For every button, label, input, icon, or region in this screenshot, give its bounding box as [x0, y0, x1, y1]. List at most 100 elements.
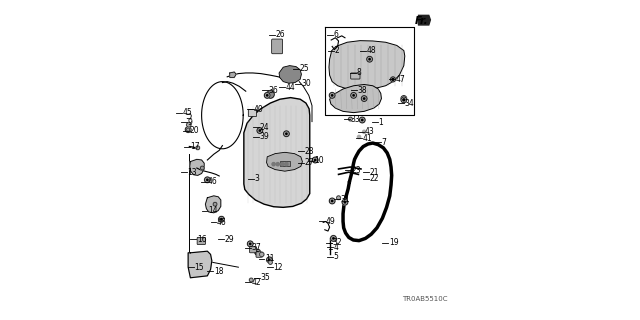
Polygon shape	[330, 84, 381, 113]
Text: 43: 43	[364, 127, 374, 136]
Circle shape	[342, 199, 348, 205]
Text: 19: 19	[388, 238, 399, 247]
Text: Fr.: Fr.	[415, 16, 428, 26]
Circle shape	[248, 241, 253, 247]
Bar	[280, 161, 291, 166]
Polygon shape	[244, 98, 310, 207]
Circle shape	[357, 135, 361, 139]
Circle shape	[353, 95, 355, 96]
Circle shape	[213, 202, 217, 206]
Circle shape	[392, 78, 394, 80]
Circle shape	[285, 133, 287, 134]
Circle shape	[269, 259, 270, 260]
Text: 28: 28	[305, 147, 314, 156]
Text: 13: 13	[187, 168, 197, 177]
Text: 45: 45	[182, 108, 192, 117]
Text: 46: 46	[217, 218, 227, 227]
Circle shape	[260, 252, 264, 257]
Text: 9: 9	[187, 118, 192, 127]
Circle shape	[364, 98, 365, 99]
Circle shape	[360, 117, 365, 123]
Text: 24: 24	[260, 123, 269, 132]
Text: 1: 1	[378, 118, 383, 127]
Circle shape	[344, 202, 346, 203]
Circle shape	[315, 159, 316, 161]
Text: 12: 12	[274, 263, 283, 272]
Text: 5: 5	[333, 252, 339, 261]
Circle shape	[348, 117, 352, 121]
Text: 25: 25	[300, 64, 309, 73]
Polygon shape	[188, 251, 212, 278]
Circle shape	[188, 129, 189, 130]
Circle shape	[390, 77, 396, 82]
Text: 11: 11	[265, 254, 275, 263]
Circle shape	[330, 92, 335, 98]
Circle shape	[196, 146, 200, 150]
Text: 21: 21	[370, 168, 379, 177]
Circle shape	[221, 219, 222, 220]
Polygon shape	[230, 72, 236, 77]
Circle shape	[401, 97, 407, 103]
Text: 16: 16	[197, 235, 207, 244]
Circle shape	[330, 198, 335, 204]
Text: TR0AB5510C: TR0AB5510C	[403, 296, 448, 302]
Polygon shape	[267, 152, 302, 171]
Circle shape	[219, 216, 225, 222]
Text: 15: 15	[195, 263, 204, 272]
Text: 36: 36	[268, 86, 278, 95]
Circle shape	[332, 200, 333, 202]
Text: 29: 29	[225, 235, 234, 244]
Text: 39: 39	[260, 132, 269, 141]
Circle shape	[333, 238, 334, 239]
Text: 46: 46	[207, 177, 217, 186]
FancyBboxPatch shape	[248, 109, 257, 116]
Circle shape	[331, 236, 337, 241]
Circle shape	[284, 131, 289, 137]
FancyBboxPatch shape	[351, 73, 360, 79]
Text: 38: 38	[358, 86, 367, 95]
Text: 35: 35	[261, 273, 271, 282]
Circle shape	[367, 56, 372, 62]
Text: 44: 44	[285, 83, 295, 92]
Polygon shape	[279, 66, 301, 83]
Circle shape	[332, 95, 333, 96]
Circle shape	[250, 243, 251, 244]
Circle shape	[403, 98, 404, 99]
Circle shape	[267, 257, 273, 263]
Circle shape	[255, 249, 260, 255]
Circle shape	[362, 119, 363, 121]
Text: 3: 3	[255, 174, 259, 183]
Text: 14: 14	[208, 206, 218, 215]
Circle shape	[337, 196, 340, 200]
Text: 4: 4	[333, 243, 339, 252]
Circle shape	[259, 130, 260, 131]
Polygon shape	[418, 15, 430, 25]
Text: 2: 2	[334, 46, 339, 55]
Text: 31: 31	[341, 195, 351, 204]
Text: 10: 10	[314, 156, 324, 165]
Circle shape	[186, 127, 191, 132]
Text: 27: 27	[305, 158, 314, 167]
Text: 48: 48	[366, 46, 376, 55]
Text: 18: 18	[214, 267, 223, 276]
Circle shape	[257, 252, 259, 253]
Text: 49: 49	[326, 217, 335, 226]
Text: 8: 8	[357, 68, 362, 77]
Circle shape	[276, 163, 280, 166]
Circle shape	[272, 163, 275, 166]
FancyBboxPatch shape	[256, 252, 262, 257]
Text: 33: 33	[351, 115, 360, 124]
Polygon shape	[205, 196, 221, 213]
Text: 22: 22	[370, 174, 379, 183]
Circle shape	[207, 179, 208, 180]
Text: 20: 20	[189, 126, 199, 135]
Circle shape	[369, 59, 370, 60]
Circle shape	[401, 96, 407, 101]
Text: 23: 23	[351, 166, 361, 175]
Text: 6: 6	[333, 30, 339, 39]
Text: 30: 30	[301, 79, 311, 88]
Circle shape	[312, 157, 318, 163]
Text: 17: 17	[191, 142, 200, 151]
Circle shape	[269, 260, 273, 264]
Circle shape	[361, 96, 367, 101]
